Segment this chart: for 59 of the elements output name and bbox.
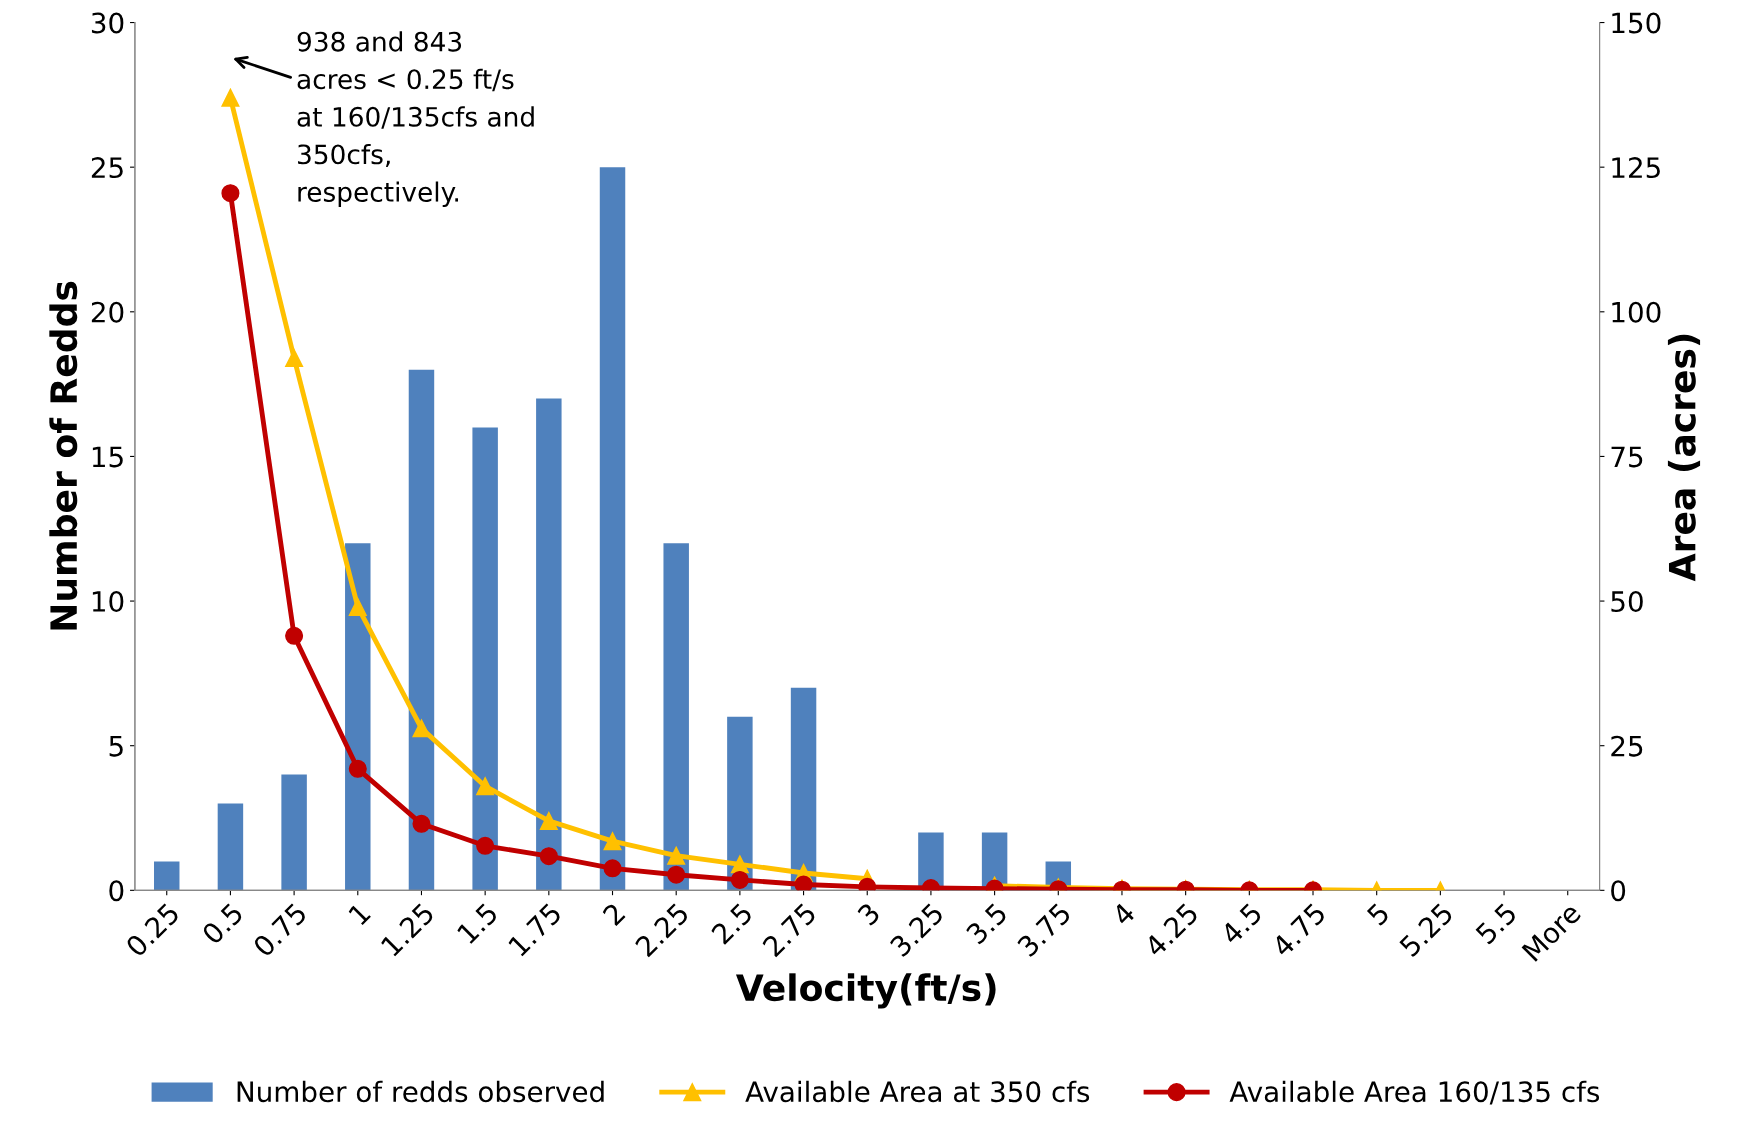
x-tick-label: 0.5 [200, 902, 244, 946]
bar [663, 543, 689, 891]
point [730, 870, 749, 889]
point [221, 184, 240, 203]
point [794, 875, 813, 891]
point [603, 859, 622, 878]
point [412, 814, 431, 833]
y-tick-label: 30 [91, 12, 124, 34]
x-tick-label: 5 [1366, 902, 1391, 927]
point [476, 836, 495, 855]
point [348, 759, 367, 778]
legend-label: Available Area at 350 cfs [745, 1080, 1090, 1103]
x-tick-label: 1.5 [456, 902, 499, 945]
y2-tick-label: 75 [1611, 446, 1643, 468]
bar [217, 803, 244, 891]
bar [281, 774, 307, 891]
x-tick-label: 2 [601, 902, 626, 927]
x-tick-label: 2.5 [710, 902, 754, 946]
x-tick-label: 4.5 [1219, 902, 1263, 946]
point [603, 832, 622, 851]
bar [599, 167, 626, 891]
y-tick-label: 15 [92, 446, 123, 468]
annotation: 938 and 843 acres < 0.25 ft/s at 160/135cfs and 350cfs, respectively. [297, 31, 534, 208]
y2-tick-label: 125 [1612, 157, 1660, 179]
y-tick-label: 10 [92, 591, 124, 613]
point [285, 349, 304, 368]
x-tick-label: 1 [348, 902, 371, 926]
point [285, 626, 304, 645]
y2-axis-title: Area (acres) [1667, 334, 1701, 582]
bar [408, 369, 435, 891]
x-tick-label: 4 [1111, 901, 1136, 927]
y-tick-label: 25 [91, 157, 123, 179]
point [476, 777, 495, 796]
y2-tick-label: 25 [1611, 735, 1643, 757]
bar [345, 543, 371, 891]
legend-label: Number of redds observed [237, 1080, 604, 1103]
bar [472, 427, 498, 891]
bar [154, 861, 180, 891]
point [667, 865, 686, 884]
y-tick-label: 0 [109, 880, 124, 902]
y-tick-label: 5 [109, 736, 123, 757]
point [539, 847, 558, 866]
point [667, 846, 686, 865]
y2-tick-label: 50 [1611, 591, 1643, 613]
x-tick-label: 5.5 [1474, 902, 1518, 945]
y-tick-label: 20 [91, 301, 124, 323]
point [539, 811, 558, 830]
point [221, 88, 240, 107]
point [348, 597, 367, 616]
y2-tick-label: 150 [1612, 12, 1661, 34]
bar [536, 398, 562, 891]
y2-tick-label: 0 [1611, 880, 1626, 902]
bar [790, 687, 817, 891]
x-tick-label: 3 [856, 901, 881, 927]
y-axis-title: Number of Redds [49, 281, 78, 630]
y2-tick-label: 100 [1612, 301, 1661, 323]
legend-label: Available Area 160/135 cfs [1229, 1080, 1600, 1105]
x-tick-label: 3.5 [965, 902, 1009, 945]
x-axis-title: Velocity(ft/s) [735, 973, 996, 1009]
